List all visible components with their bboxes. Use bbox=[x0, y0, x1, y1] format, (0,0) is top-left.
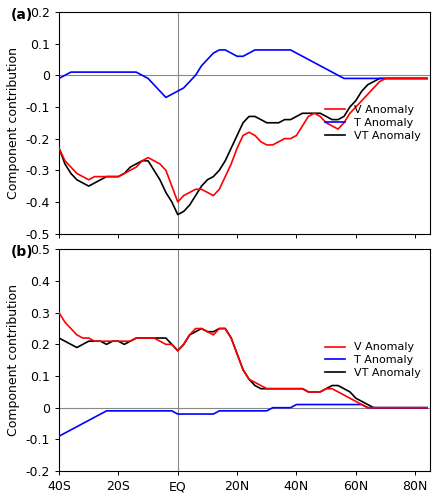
V Anomaly bbox=[419, 404, 424, 410]
Line: VT Anomaly: VT Anomaly bbox=[59, 78, 427, 214]
VT Anomaly bbox=[318, 110, 323, 116]
V Anomaly bbox=[157, 338, 163, 344]
Line: V Anomaly: V Anomaly bbox=[59, 78, 427, 202]
VT Anomaly bbox=[371, 404, 376, 410]
T Anomaly bbox=[56, 76, 62, 82]
VT Anomaly bbox=[157, 335, 163, 341]
V Anomaly bbox=[318, 114, 323, 119]
VT Anomaly bbox=[235, 132, 240, 138]
V Anomaly bbox=[312, 389, 317, 395]
Line: VT Anomaly: VT Anomaly bbox=[59, 328, 427, 407]
VT Anomaly bbox=[377, 76, 382, 82]
T Anomaly bbox=[169, 408, 174, 414]
V Anomaly bbox=[365, 404, 370, 410]
T Anomaly bbox=[318, 402, 323, 407]
VT Anomaly bbox=[246, 376, 252, 382]
T Anomaly bbox=[217, 47, 222, 53]
V Anomaly bbox=[383, 76, 388, 82]
VT Anomaly bbox=[169, 342, 174, 347]
V Anomaly bbox=[56, 310, 62, 316]
V Anomaly bbox=[169, 183, 174, 189]
V Anomaly bbox=[424, 76, 430, 82]
VT Anomaly bbox=[157, 177, 163, 183]
T Anomaly bbox=[294, 402, 299, 407]
VT Anomaly bbox=[235, 351, 240, 357]
T Anomaly bbox=[229, 408, 234, 414]
T Anomaly bbox=[252, 47, 257, 53]
VT Anomaly bbox=[424, 404, 430, 410]
T Anomaly bbox=[240, 54, 246, 60]
Y-axis label: Component contribution: Component contribution bbox=[7, 47, 20, 199]
T Anomaly bbox=[424, 404, 430, 410]
V Anomaly bbox=[235, 145, 240, 151]
T Anomaly bbox=[175, 88, 180, 94]
V Anomaly bbox=[246, 130, 252, 136]
VT Anomaly bbox=[419, 76, 424, 82]
T Anomaly bbox=[56, 433, 62, 439]
Y-axis label: Component contribution: Component contribution bbox=[7, 284, 20, 436]
V Anomaly bbox=[424, 404, 430, 410]
VT Anomaly bbox=[199, 326, 204, 332]
T Anomaly bbox=[163, 94, 169, 100]
T Anomaly bbox=[240, 408, 246, 414]
VT Anomaly bbox=[424, 76, 430, 82]
VT Anomaly bbox=[246, 114, 252, 119]
Legend: V Anomaly, T Anomaly, VT Anomaly: V Anomaly, T Anomaly, VT Anomaly bbox=[322, 339, 424, 382]
VT Anomaly bbox=[175, 212, 180, 218]
VT Anomaly bbox=[56, 145, 62, 151]
V Anomaly bbox=[229, 335, 234, 341]
Legend: V Anomaly, T Anomaly, VT Anomaly: V Anomaly, T Anomaly, VT Anomaly bbox=[322, 102, 424, 144]
V Anomaly bbox=[56, 145, 62, 151]
V Anomaly bbox=[175, 199, 180, 205]
V Anomaly bbox=[419, 76, 424, 82]
Text: (b): (b) bbox=[11, 245, 33, 259]
Line: T Anomaly: T Anomaly bbox=[59, 50, 427, 98]
T Anomaly bbox=[323, 66, 329, 72]
VT Anomaly bbox=[318, 389, 323, 395]
Line: T Anomaly: T Anomaly bbox=[59, 404, 427, 436]
Line: V Anomaly: V Anomaly bbox=[59, 312, 427, 408]
VT Anomaly bbox=[169, 199, 174, 205]
T Anomaly bbox=[157, 88, 163, 94]
T Anomaly bbox=[419, 76, 424, 82]
VT Anomaly bbox=[419, 404, 424, 410]
T Anomaly bbox=[424, 76, 430, 82]
T Anomaly bbox=[419, 404, 424, 410]
V Anomaly bbox=[240, 366, 246, 372]
V Anomaly bbox=[157, 161, 163, 167]
T Anomaly bbox=[157, 408, 163, 414]
V Anomaly bbox=[169, 342, 174, 347]
VT Anomaly bbox=[56, 335, 62, 341]
Text: (a): (a) bbox=[11, 8, 33, 22]
